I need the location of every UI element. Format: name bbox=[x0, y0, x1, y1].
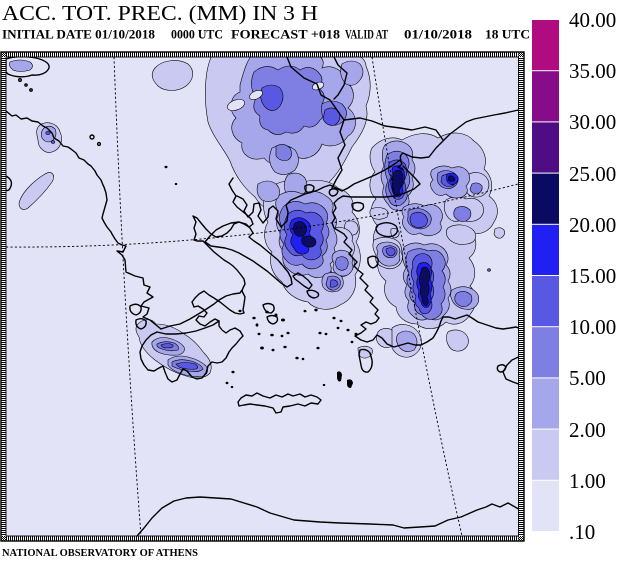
svg-text:FORECAST +018: FORECAST +018 bbox=[231, 27, 341, 42]
svg-text:01/10/2018: 01/10/2018 bbox=[404, 27, 473, 42]
svg-text:5.00: 5.00 bbox=[569, 366, 606, 390]
svg-text:40.00: 40.00 bbox=[569, 8, 616, 32]
svg-text:25.00: 25.00 bbox=[569, 162, 616, 186]
svg-text:NATIONAL OBSERVATORY OF ATHENS: NATIONAL OBSERVATORY OF ATHENS bbox=[2, 548, 198, 559]
svg-text:VALID AT: VALID AT bbox=[345, 27, 388, 42]
svg-text:ACC. TOT. PREC. (MM) IN 3 H: ACC. TOT. PREC. (MM) IN 3 H bbox=[2, 1, 318, 25]
svg-text:0000 UTC: 0000 UTC bbox=[171, 27, 223, 42]
svg-text:INITIAL DATE 01/10/2018: INITIAL DATE 01/10/2018 bbox=[2, 27, 155, 42]
svg-text:18 UTC: 18 UTC bbox=[485, 27, 530, 42]
svg-text:30.00: 30.00 bbox=[569, 110, 616, 134]
svg-text:1.00: 1.00 bbox=[569, 469, 606, 493]
svg-text:20.00: 20.00 bbox=[569, 213, 616, 237]
svg-text:10.00: 10.00 bbox=[569, 315, 616, 339]
svg-text:2.00: 2.00 bbox=[569, 418, 606, 442]
svg-text:15.00: 15.00 bbox=[569, 264, 616, 288]
svg-text:.10: .10 bbox=[569, 520, 595, 544]
svg-text:35.00: 35.00 bbox=[569, 59, 616, 83]
